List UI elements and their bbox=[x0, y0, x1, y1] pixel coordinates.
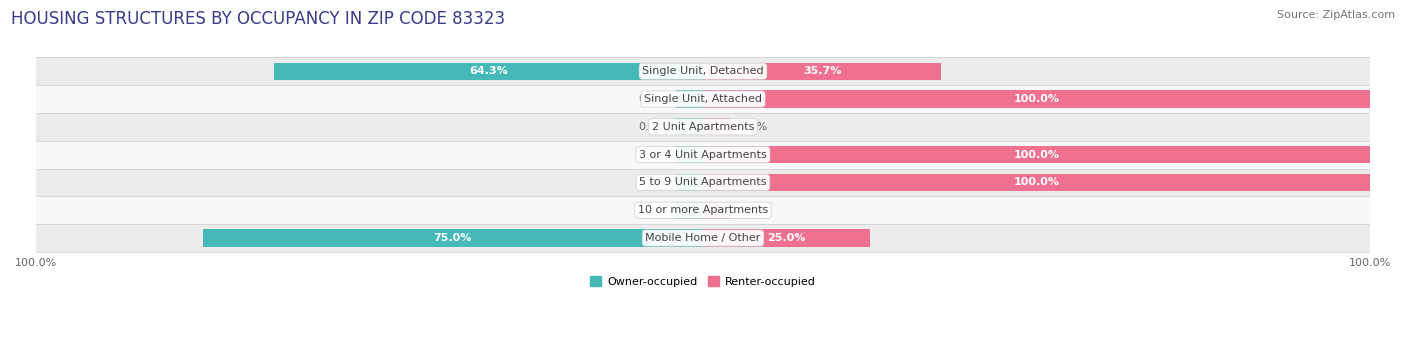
Text: HOUSING STRUCTURES BY OCCUPANCY IN ZIP CODE 83323: HOUSING STRUCTURES BY OCCUPANCY IN ZIP C… bbox=[11, 10, 505, 28]
Bar bbox=[676, 118, 703, 135]
Bar bbox=[703, 174, 1369, 191]
Text: Single Unit, Detached: Single Unit, Detached bbox=[643, 66, 763, 76]
Text: 0.0%: 0.0% bbox=[638, 122, 666, 132]
Text: 0.0%: 0.0% bbox=[740, 122, 768, 132]
Bar bbox=[274, 63, 703, 80]
Bar bbox=[676, 202, 703, 219]
Bar bbox=[37, 57, 1369, 85]
Bar bbox=[37, 141, 1369, 168]
Text: 75.0%: 75.0% bbox=[433, 233, 472, 243]
Bar bbox=[703, 202, 730, 219]
Bar bbox=[37, 85, 1369, 113]
Text: 0.0%: 0.0% bbox=[638, 150, 666, 160]
Text: 0.0%: 0.0% bbox=[638, 177, 666, 188]
Text: Single Unit, Attached: Single Unit, Attached bbox=[644, 94, 762, 104]
Text: 100.0%: 100.0% bbox=[1014, 94, 1060, 104]
Text: 3 or 4 Unit Apartments: 3 or 4 Unit Apartments bbox=[640, 150, 766, 160]
Legend: Owner-occupied, Renter-occupied: Owner-occupied, Renter-occupied bbox=[586, 272, 820, 291]
Bar bbox=[703, 229, 870, 247]
Text: 5 to 9 Unit Apartments: 5 to 9 Unit Apartments bbox=[640, 177, 766, 188]
Text: 25.0%: 25.0% bbox=[768, 233, 806, 243]
Text: 64.3%: 64.3% bbox=[470, 66, 508, 76]
Bar bbox=[703, 63, 941, 80]
Text: 0.0%: 0.0% bbox=[740, 205, 768, 215]
Bar bbox=[676, 174, 703, 191]
Bar bbox=[703, 90, 1369, 108]
Text: 100.0%: 100.0% bbox=[1014, 150, 1060, 160]
Bar bbox=[37, 224, 1369, 252]
Text: 2 Unit Apartments: 2 Unit Apartments bbox=[652, 122, 754, 132]
Bar bbox=[202, 229, 703, 247]
Text: 0.0%: 0.0% bbox=[638, 205, 666, 215]
Bar bbox=[37, 196, 1369, 224]
Bar bbox=[676, 90, 703, 108]
Text: Source: ZipAtlas.com: Source: ZipAtlas.com bbox=[1277, 10, 1395, 20]
Bar bbox=[703, 118, 730, 135]
Bar bbox=[37, 113, 1369, 141]
Text: 100.0%: 100.0% bbox=[1014, 177, 1060, 188]
Bar bbox=[37, 168, 1369, 196]
Text: 35.7%: 35.7% bbox=[803, 66, 841, 76]
Text: Mobile Home / Other: Mobile Home / Other bbox=[645, 233, 761, 243]
Text: 10 or more Apartments: 10 or more Apartments bbox=[638, 205, 768, 215]
Text: 0.0%: 0.0% bbox=[638, 94, 666, 104]
Bar bbox=[676, 146, 703, 163]
Bar bbox=[703, 146, 1369, 163]
